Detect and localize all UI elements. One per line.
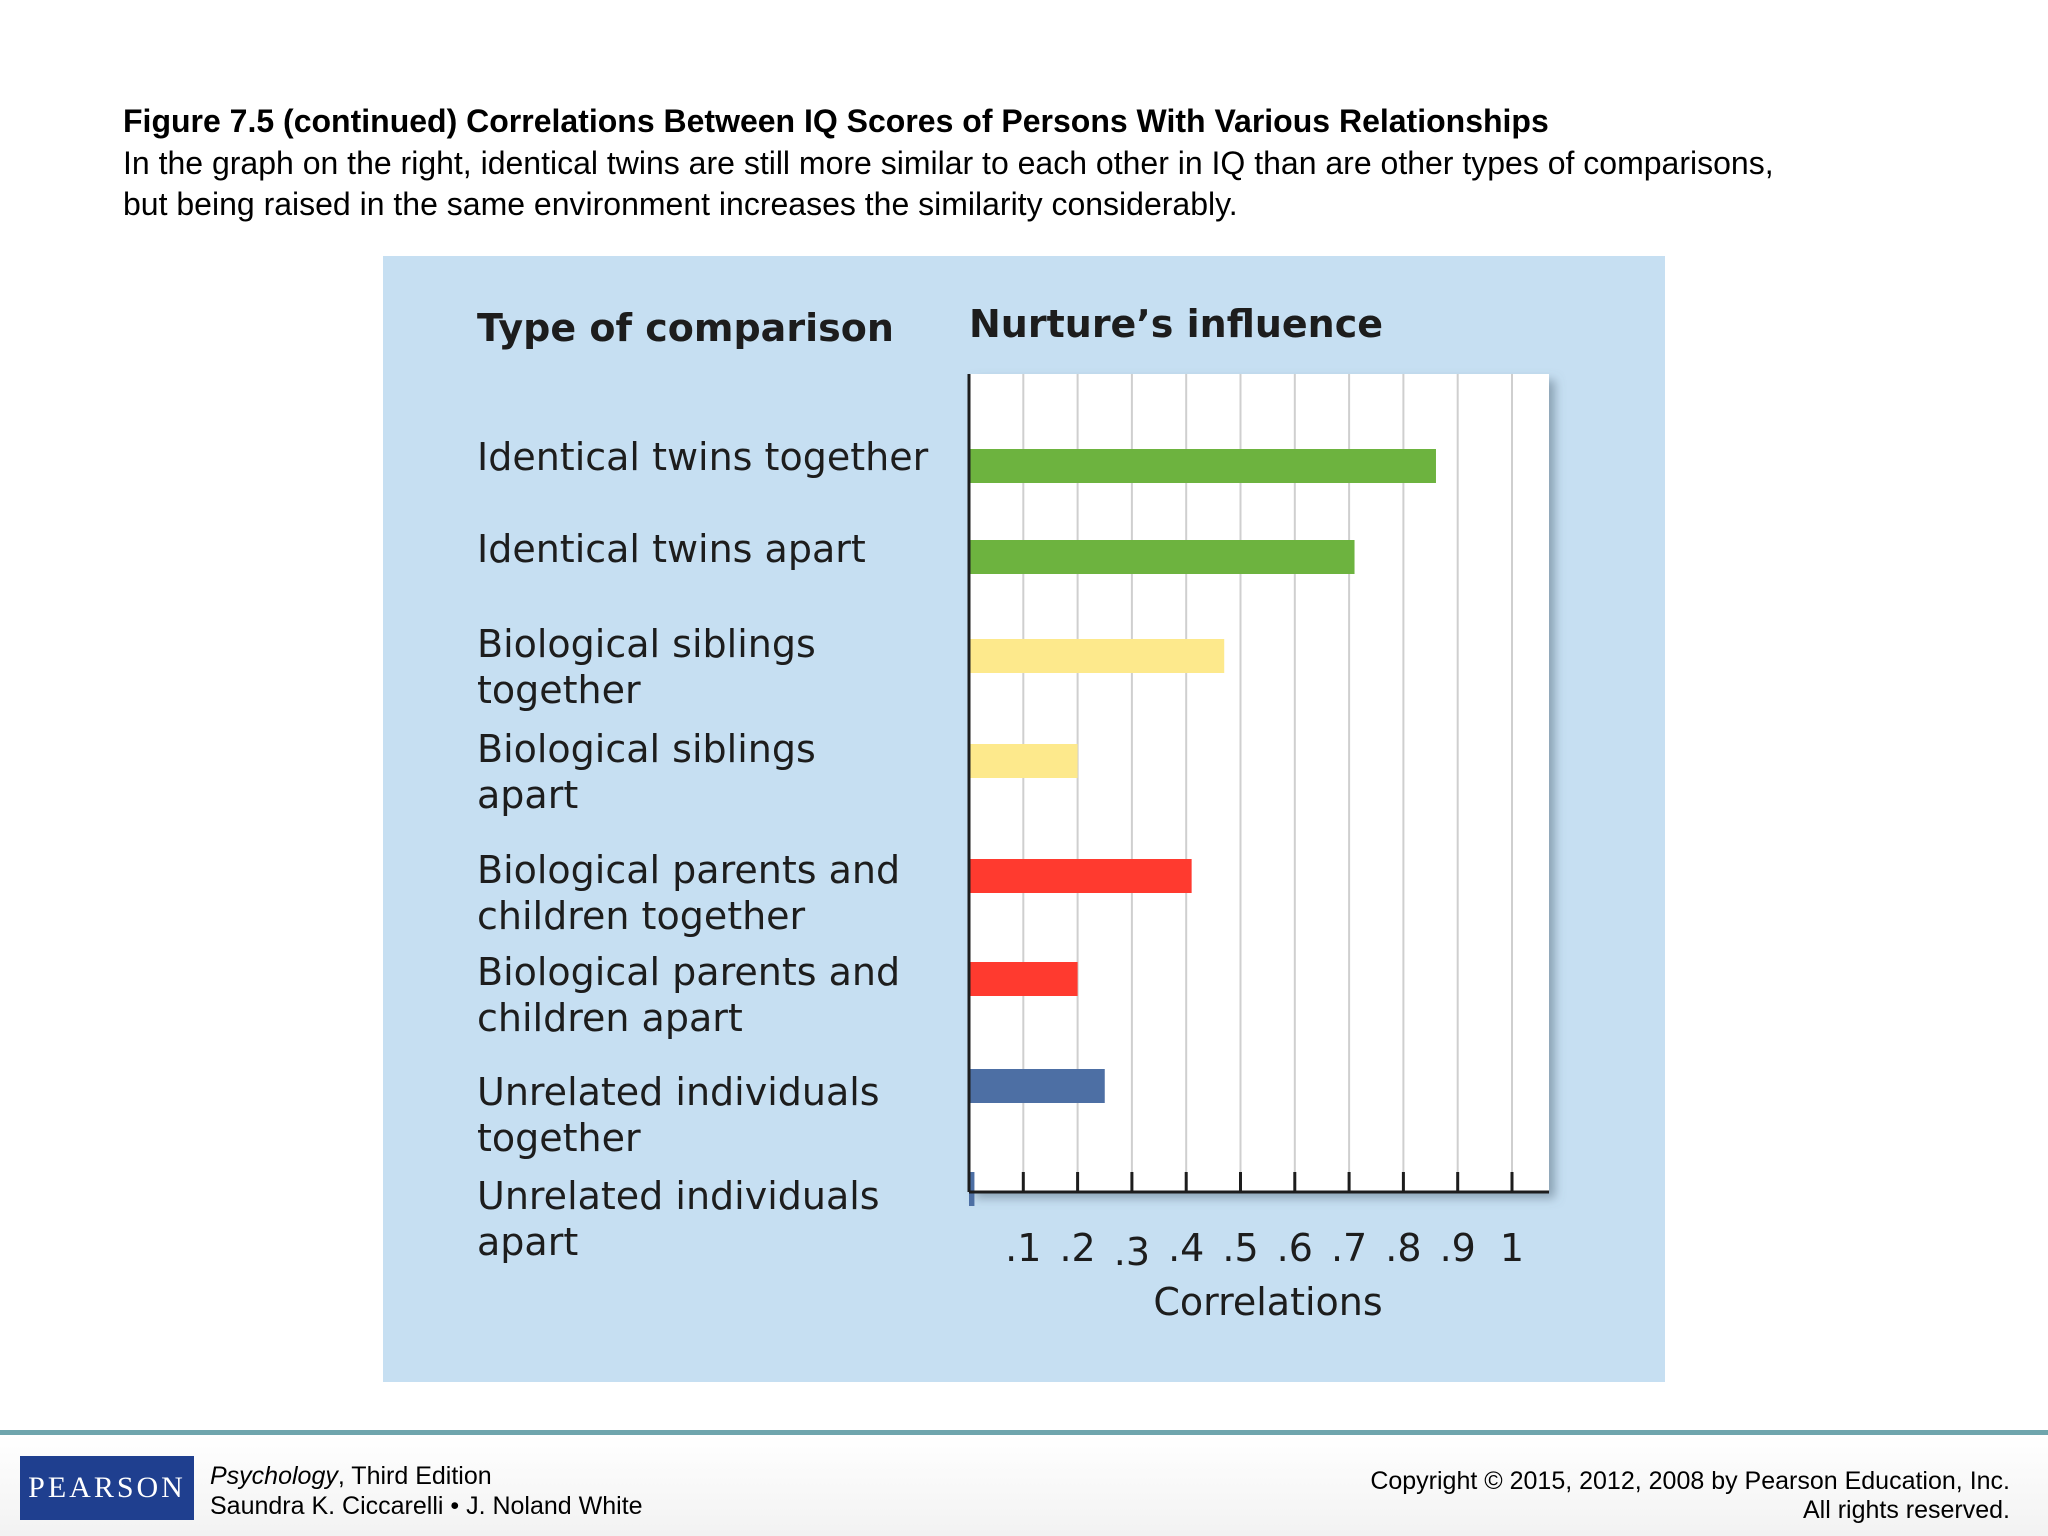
category-labels: Identical twins together Identical twins … (477, 435, 929, 1264)
category-label: together (477, 1116, 641, 1160)
bar (969, 1069, 1105, 1103)
bars (969, 449, 1436, 1206)
grid-lines (1022, 374, 1513, 1192)
footer-divider (0, 1430, 2048, 1435)
copyright-notice: Copyright © 2015, 2012, 2008 by Pearson … (1370, 1467, 2010, 1495)
bar (969, 962, 1078, 996)
x-tick-label: .3 (1114, 1230, 1150, 1274)
bar (969, 859, 1192, 893)
x-tick-label: .8 (1385, 1226, 1421, 1270)
x-tick-label: .7 (1331, 1226, 1367, 1270)
x-tick-label: .5 (1222, 1226, 1258, 1270)
bar (969, 449, 1436, 483)
category-label: children together (477, 894, 806, 938)
chart-panel: Type of comparison Nurture’s influence .… (383, 256, 1665, 1382)
rights-notice: All rights reserved. (1802, 1496, 2010, 1524)
x-tick-label: .4 (1168, 1226, 1204, 1270)
axes (967, 374, 1549, 1194)
x-tick-label: .6 (1277, 1226, 1313, 1270)
bar (969, 639, 1225, 673)
book-authors: Saundra K. Ciccarelli • J. Noland White (210, 1492, 643, 1520)
category-label: apart (477, 773, 578, 817)
bar-chart: Type of comparison Nurture’s influence .… (477, 302, 1549, 1324)
caption-line-2: but being raised in the same environment… (123, 186, 1238, 222)
category-label: Biological siblings (477, 622, 816, 666)
bar (969, 1172, 975, 1206)
plot-area (969, 374, 1549, 1192)
category-label: Unrelated individuals (477, 1174, 880, 1218)
x-axis-title: Correlations (1153, 1280, 1382, 1324)
category-label: Biological parents and (477, 950, 900, 994)
footer-band (0, 1435, 2048, 1536)
x-tick-label: 1 (1500, 1226, 1524, 1270)
category-label: together (477, 668, 641, 712)
category-label: Identical twins apart (477, 527, 866, 571)
x-tick-label: .9 (1440, 1226, 1476, 1270)
tick-labels: .1 .2 .3 .4 .5 .6 .7 .8 .9 1 (1005, 1226, 1524, 1274)
pearson-logo: PEARSON (20, 1456, 194, 1520)
book-title-line: Psychology, Third Edition (210, 1462, 492, 1491)
x-tick-label: .1 (1005, 1226, 1041, 1270)
category-label: Identical twins together (477, 435, 929, 479)
category-header: Type of comparison (477, 306, 894, 350)
book-title: Psychology (210, 1462, 338, 1490)
chart-title: Nurture’s influence (969, 302, 1383, 346)
category-label: children apart (477, 996, 743, 1040)
category-label: Unrelated individuals (477, 1070, 880, 1114)
category-label: Biological parents and (477, 848, 900, 892)
figure-title: Figure 7.5 (continued) Correlations Betw… (123, 103, 1549, 139)
book-edition: , Third Edition (337, 1462, 492, 1490)
caption-line-1: In the graph on the right, identical twi… (123, 145, 1774, 181)
category-label: apart (477, 1220, 578, 1264)
category-label: Biological siblings (477, 727, 816, 771)
bar (969, 744, 1078, 778)
x-tick-label: .2 (1059, 1226, 1095, 1270)
bar (969, 540, 1355, 574)
